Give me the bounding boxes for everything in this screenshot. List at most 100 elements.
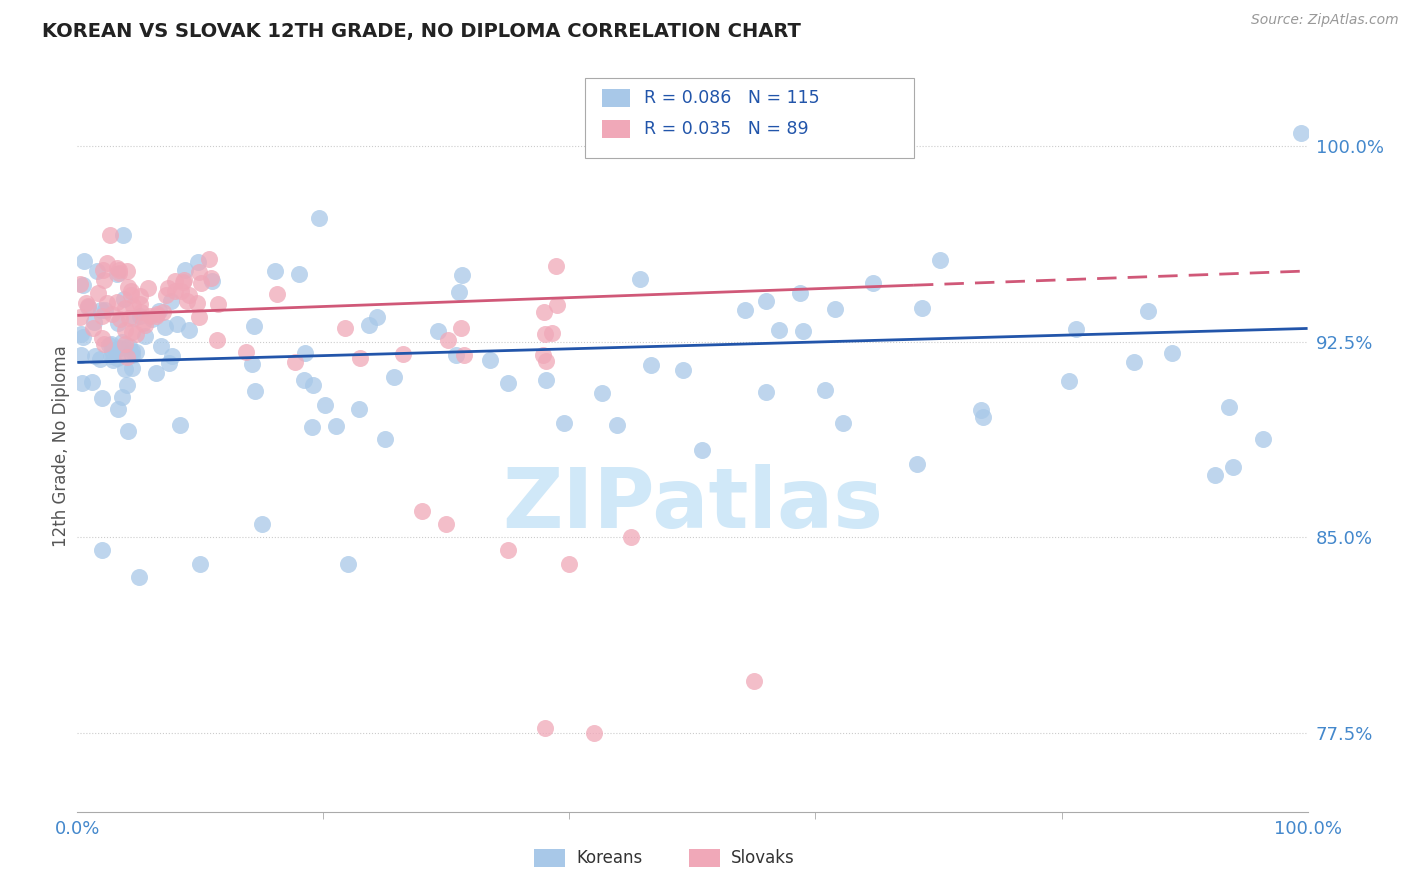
- Point: [792, 324, 814, 338]
- Point: [114, 362, 136, 376]
- Point: [89, 351, 111, 366]
- Point: [190, 276, 212, 290]
- Point: [349, 351, 371, 365]
- Point: [250, 517, 273, 532]
- Point: [450, 321, 472, 335]
- Point: [117, 263, 139, 277]
- Point: [125, 326, 148, 341]
- Point: [111, 390, 134, 404]
- Point: [449, 285, 471, 300]
- Point: [292, 374, 315, 388]
- Point: [96, 256, 118, 270]
- Point: [755, 293, 778, 308]
- Point: [82, 321, 104, 335]
- Point: [150, 339, 173, 353]
- Point: [131, 316, 153, 330]
- Point: [1137, 304, 1160, 318]
- Point: [911, 301, 934, 315]
- Point: [91, 391, 114, 405]
- Point: [134, 318, 156, 332]
- Point: [155, 320, 177, 334]
- Point: [69, 277, 91, 292]
- Point: [553, 416, 575, 430]
- Point: [165, 274, 187, 288]
- Point: [115, 350, 138, 364]
- Point: [84, 349, 107, 363]
- Point: [121, 361, 143, 376]
- Point: [314, 399, 336, 413]
- Point: [284, 355, 307, 369]
- Point: [117, 280, 139, 294]
- Point: [108, 262, 131, 277]
- Point: [124, 310, 146, 325]
- Point: [174, 262, 197, 277]
- Point: [240, 357, 263, 371]
- Point: [905, 458, 928, 472]
- Point: [83, 315, 105, 329]
- Point: [1161, 346, 1184, 360]
- Point: [118, 339, 141, 353]
- Point: [86, 264, 108, 278]
- Point: [789, 285, 811, 300]
- Point: [146, 308, 169, 322]
- Point: [77, 299, 100, 313]
- Point: [541, 326, 564, 341]
- Point: [814, 384, 837, 398]
- Point: [1251, 432, 1274, 446]
- Point: [105, 268, 128, 282]
- Point: [73, 253, 96, 268]
- Point: [114, 323, 136, 337]
- Point: [121, 325, 143, 339]
- Point: [186, 295, 208, 310]
- Point: [160, 349, 183, 363]
- Point: [87, 286, 110, 301]
- Point: [94, 303, 117, 318]
- Point: [188, 557, 212, 571]
- Point: [165, 284, 187, 298]
- Point: [734, 303, 756, 318]
- Point: [107, 295, 129, 310]
- Point: [453, 348, 475, 362]
- Point: [742, 674, 765, 689]
- Point: [544, 259, 567, 273]
- Point: [107, 316, 129, 330]
- Point: [301, 378, 323, 392]
- Point: [100, 337, 122, 351]
- Point: [444, 348, 467, 362]
- Point: [115, 378, 138, 392]
- Point: [80, 375, 103, 389]
- Point: [77, 300, 100, 314]
- Point: [117, 424, 139, 438]
- Point: [1064, 322, 1087, 336]
- Point: [534, 354, 557, 368]
- Point: [128, 569, 150, 583]
- Point: [121, 300, 143, 314]
- Point: [308, 211, 330, 225]
- Point: [534, 372, 557, 386]
- Point: [148, 303, 170, 318]
- Point: [392, 347, 415, 361]
- Text: R = 0.035   N = 89: R = 0.035 N = 89: [644, 120, 808, 138]
- Point: [90, 543, 114, 558]
- Text: KOREAN VS SLOVAK 12TH GRADE, NO DIPLOMA CORRELATION CHART: KOREAN VS SLOVAK 12TH GRADE, NO DIPLOMA …: [42, 22, 801, 41]
- Point: [125, 344, 148, 359]
- Point: [105, 351, 128, 365]
- Point: [366, 310, 388, 324]
- Point: [294, 346, 316, 360]
- Point: [374, 432, 396, 446]
- Point: [1222, 460, 1244, 475]
- Point: [100, 307, 122, 321]
- Point: [136, 280, 159, 294]
- Point: [75, 295, 97, 310]
- Point: [114, 337, 136, 351]
- Point: [301, 420, 323, 434]
- Point: [129, 297, 152, 311]
- Point: [862, 276, 884, 290]
- Point: [546, 298, 568, 312]
- Point: [583, 726, 606, 740]
- Point: [145, 366, 167, 380]
- Point: [243, 318, 266, 333]
- Point: [70, 348, 93, 362]
- Point: [139, 309, 162, 323]
- Point: [411, 504, 433, 518]
